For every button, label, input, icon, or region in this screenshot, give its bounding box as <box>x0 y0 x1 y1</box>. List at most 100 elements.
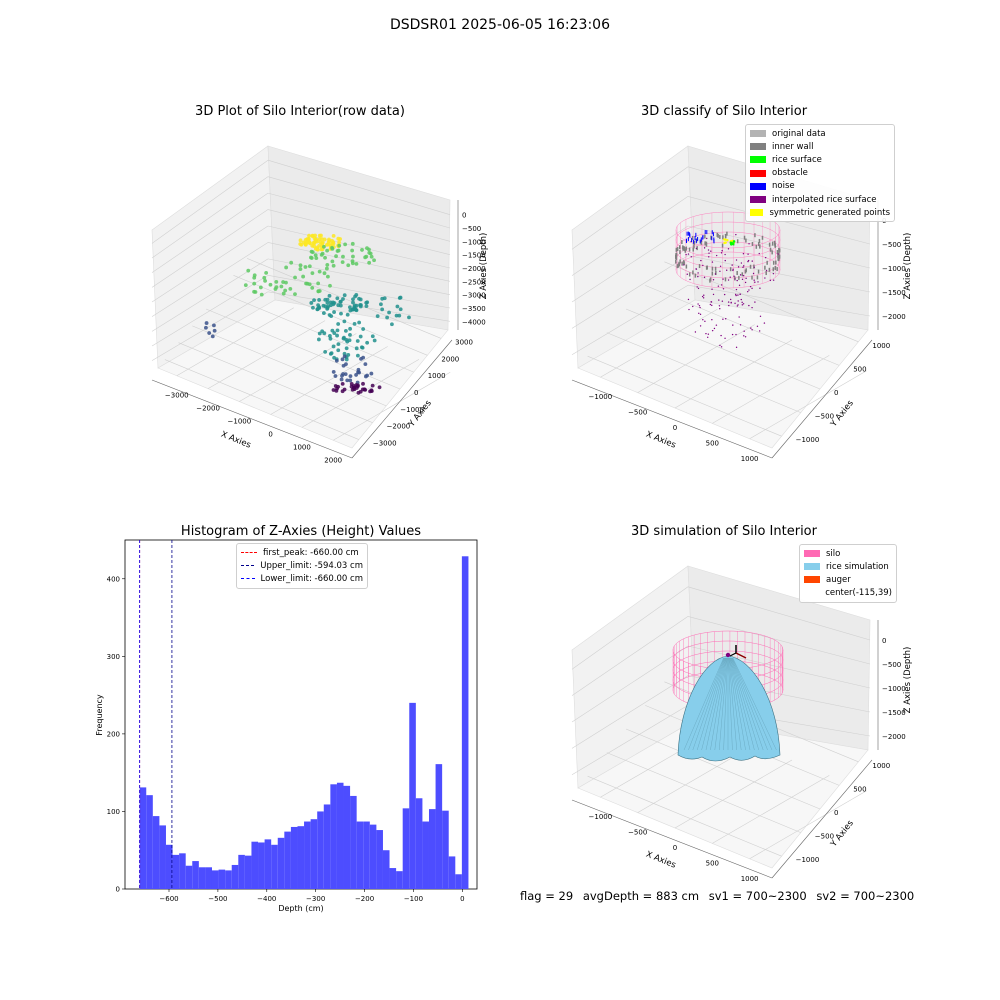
plot1-point <box>331 233 336 238</box>
plot1-point <box>368 389 372 394</box>
hist-bar <box>218 869 226 889</box>
plot2-interp-point <box>758 252 760 255</box>
plot2-noise-point <box>686 231 688 236</box>
p2-xtick: 500 <box>706 439 719 447</box>
plot2-interp-point <box>724 259 726 262</box>
plot2-interp-point <box>735 233 737 236</box>
plot2-interp-point <box>712 293 715 296</box>
plot1-point <box>343 242 348 247</box>
plot2-wall-point <box>681 261 683 266</box>
plot2-interp-point <box>718 305 721 307</box>
plot1-point <box>352 321 357 326</box>
plot3-legend-label: auger <box>826 574 851 585</box>
plot2-legend-label: inner wall <box>772 141 814 152</box>
plot2-interp-point <box>711 261 714 263</box>
p2-xtick: 0 <box>673 424 677 432</box>
hist-bar <box>376 830 383 889</box>
plot2-noise-point <box>687 231 689 236</box>
plot2-wall-point <box>705 242 708 247</box>
plot2-noise-point <box>694 236 696 241</box>
plot1-point <box>365 340 370 345</box>
p1-ytick: 0 <box>414 389 418 397</box>
plot1-point <box>305 237 310 242</box>
plot2-interp-point <box>745 277 747 280</box>
plot2-interp-point <box>698 312 700 315</box>
sv1-text: sv1 = 700~2300 <box>708 889 807 903</box>
hist-legend: first_peak: -660.00 cm Upper_limit: -594.… <box>236 543 368 589</box>
hist-xtick: −300 <box>306 895 325 903</box>
hist-bar <box>146 795 153 889</box>
plot2-interp-point <box>702 319 704 321</box>
plot1-point <box>252 281 257 286</box>
plot2-interp-point <box>710 301 713 303</box>
plot2-legend-swatch <box>750 196 766 204</box>
plot3-legend-swatch <box>804 563 820 571</box>
plot2-interp-point <box>753 279 755 281</box>
plot2-wall-point <box>721 243 724 248</box>
plot1-point <box>348 374 353 379</box>
plot2-interp-point <box>748 289 750 291</box>
plot1-point <box>327 237 331 242</box>
p1-ztick: −4000 <box>462 318 486 326</box>
hist-bar <box>422 821 429 889</box>
plot2-interp-point <box>685 253 687 256</box>
plot2-legend-item: rice surface <box>750 153 890 166</box>
plot2-interp-point <box>722 318 724 320</box>
plot2-surface-point <box>732 240 736 243</box>
plot1-point <box>310 285 315 290</box>
plot1-point <box>358 304 363 309</box>
plot1-point <box>336 248 341 253</box>
hist-bar <box>356 821 364 889</box>
plot1-point <box>289 260 294 265</box>
plot2-wall-point <box>675 254 677 259</box>
p1-ytick: 2000 <box>441 355 459 363</box>
plot1-point <box>210 334 215 339</box>
plot1-point <box>348 326 353 331</box>
plot1-point <box>316 289 321 294</box>
plot2-interp-point <box>738 316 740 318</box>
plot2-interp-point <box>702 297 705 299</box>
plot2-interp-point <box>726 269 728 271</box>
plot1-point <box>273 287 278 291</box>
hist-bar <box>264 839 272 889</box>
plot2-interp-point <box>747 253 749 255</box>
hist-bar <box>330 784 337 889</box>
hist-xtick: −500 <box>208 895 227 903</box>
plot1-point <box>331 344 336 349</box>
plot2-interp-point <box>728 304 730 307</box>
hist-bar <box>172 854 180 889</box>
p3-ztick: −1000 <box>882 685 906 693</box>
plot1-point <box>358 297 363 302</box>
plot2-interp-point <box>708 252 710 254</box>
plot1-point <box>212 328 217 333</box>
plot2-legend-swatch <box>750 143 766 151</box>
plot1-point <box>335 333 339 338</box>
plot2-legend-swatch <box>750 130 766 138</box>
plot2-wall-point <box>749 264 752 269</box>
plot2-interp-point <box>732 324 734 326</box>
plot1-point <box>313 233 318 238</box>
plot2-interp-point <box>764 256 767 259</box>
plot1-point <box>361 355 366 360</box>
plot2-wall-point <box>753 264 755 269</box>
hist-bar <box>396 871 403 889</box>
p1-ytick: 3000 <box>455 338 473 346</box>
plot1-point <box>334 254 338 259</box>
plot1-point <box>330 241 334 246</box>
p3-ytick: −500 <box>815 833 834 841</box>
plot1-point <box>350 261 355 266</box>
hist-bar <box>205 867 212 889</box>
plot1-point <box>298 267 303 271</box>
plot2-wall-point <box>692 247 694 252</box>
plot2-interp-point <box>702 264 704 267</box>
plot2-interp-point <box>687 253 690 255</box>
hist-legend-item: Lower_limit: -660.00 cm <box>241 572 363 585</box>
plot2-wall-point <box>685 246 688 251</box>
plot1-point <box>330 328 335 333</box>
plot2-legend-item: obstacle <box>750 167 890 180</box>
hist-legend-item: first_peak: -660.00 cm <box>241 546 363 559</box>
hist-legend-item: Upper_limit: -594.03 cm <box>241 559 363 572</box>
plot1-point <box>303 265 308 269</box>
plot1-point <box>348 305 352 310</box>
plot2-wall-point <box>761 235 764 240</box>
